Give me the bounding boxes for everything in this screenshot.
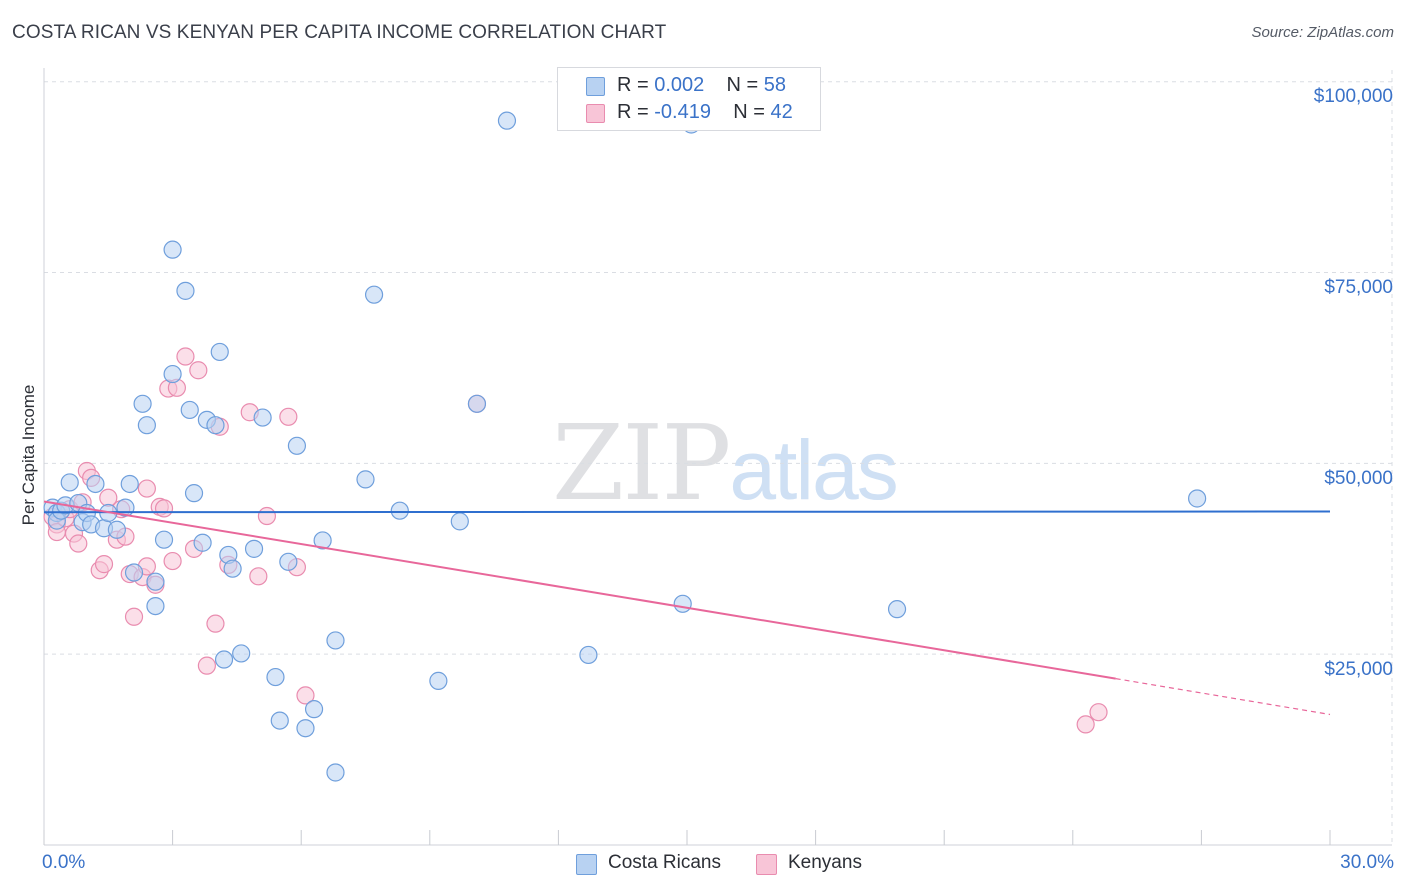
source-note: Source: ZipAtlas.com [1251, 24, 1394, 41]
chart-title: COSTA RICAN VS KENYAN PER CAPITA INCOME … [12, 22, 667, 43]
costa-ricans-point [214, 650, 234, 669]
axes [43, 68, 1392, 846]
kenyans-point [296, 686, 315, 705]
kenyans-point [249, 567, 268, 586]
costa-ricans-point [579, 645, 598, 665]
kenyans-point [1089, 703, 1108, 722]
costa-ricans-point [467, 394, 487, 413]
kenyans-point [176, 347, 195, 366]
costa-ricans-point [232, 644, 251, 663]
kenyans-point [257, 506, 277, 526]
costa-ricans-point [253, 408, 272, 427]
costa-ricans-point [450, 512, 469, 531]
legend-r-label: R = [617, 101, 655, 123]
legend-n-label: N = [726, 74, 764, 96]
kenyans-point [69, 534, 88, 553]
costa-ricans-points [43, 111, 1207, 782]
costa-ricans-point [266, 667, 285, 687]
legend-swatch-pink [586, 104, 605, 123]
costa-ricans-point [673, 594, 692, 613]
y-tick-label-50000: $50,000 [1324, 468, 1393, 489]
correlation-legend: R = 0.002 N = 58 R = -0.419 N = 42 [557, 67, 821, 131]
kenyans-point [189, 361, 208, 380]
costa-ricans-point [1188, 489, 1207, 508]
costa-ricans-point [146, 572, 165, 591]
legend-swatch-pink [756, 854, 777, 875]
costa-ricans-point [244, 539, 264, 558]
costa-ricans-point [120, 474, 139, 494]
legend-n-value: 58 [763, 74, 787, 96]
costa-ricans-point [163, 240, 182, 259]
costa-ricans-point [313, 531, 332, 550]
legend-r-label: R = [617, 74, 655, 96]
legend-swatch-blue [586, 77, 605, 96]
costa-ricans-point [146, 596, 165, 616]
costa-ricans-point [304, 700, 324, 719]
legend-n-value: 42 [770, 101, 793, 123]
costa-ricans-trend-line [43, 510, 1331, 514]
kenyans-trend-line [43, 500, 1116, 680]
legend-r-value: -0.419 [654, 101, 711, 123]
costa-ricans-point [497, 111, 517, 130]
costa-ricans-point [326, 631, 345, 650]
y-axis-label: Per Capita Income [19, 384, 38, 526]
costa-ricans-point [326, 763, 345, 782]
costa-ricans-point [86, 474, 105, 494]
kenyans-point [206, 614, 225, 633]
costa-ricans-point [390, 501, 409, 520]
costa-ricans-point [210, 342, 229, 362]
kenyans-point [124, 607, 144, 626]
y-tick-label-75000: $75,000 [1324, 277, 1393, 298]
y-tick-label-100000: $100,000 [1313, 86, 1393, 107]
costa-ricans-point [279, 552, 298, 571]
legend-swatch-blue [576, 854, 597, 875]
kenyans-point [279, 407, 298, 426]
costa-ricans-point [270, 711, 289, 730]
kenyans-point [197, 656, 216, 675]
costa-ricans-point [184, 484, 204, 503]
costa-ricans-point [107, 520, 126, 539]
costa-ricans-point [180, 400, 199, 420]
legend-n-label: N = [733, 101, 771, 123]
costa-ricans-point [193, 533, 212, 552]
costa-ricans-point [133, 394, 152, 413]
trend-lines [43, 500, 1331, 716]
costa-ricans-point [296, 719, 315, 738]
kenyans-point [1076, 715, 1095, 734]
kenyans-point [137, 479, 156, 498]
costa-ricans-point [429, 671, 448, 690]
costa-ricans-point [287, 436, 307, 455]
legend-series-label: Kenyans [788, 852, 862, 873]
x-tick-label-max: 30.0% [1340, 852, 1394, 873]
costa-ricans-point [124, 563, 144, 582]
costa-ricans-point [356, 470, 375, 489]
grid-lines [44, 70, 1393, 845]
legend-r-value: 0.002 [654, 74, 705, 96]
costa-ricans-point [364, 285, 384, 304]
costa-ricans-point [176, 281, 195, 300]
kenyans-point [154, 499, 174, 518]
costa-ricans-point [137, 416, 156, 435]
costa-ricans-point [154, 530, 174, 549]
costa-ricans-point [60, 473, 79, 492]
costa-ricans-point [163, 364, 182, 384]
costa-ricans-point [223, 559, 242, 578]
legend-series-label: Costa Ricans [608, 852, 721, 873]
costa-ricans-point [887, 600, 907, 619]
kenyans-point [94, 555, 114, 574]
kenyans-trend-extension [1115, 678, 1331, 716]
y-tick-label-25000: $25,000 [1324, 659, 1393, 680]
costa-ricans-point [206, 416, 225, 435]
x-tick-label-min: 0.0% [42, 852, 86, 873]
kenyans-point [163, 551, 182, 571]
watermark-atlas: atlas [729, 423, 898, 517]
